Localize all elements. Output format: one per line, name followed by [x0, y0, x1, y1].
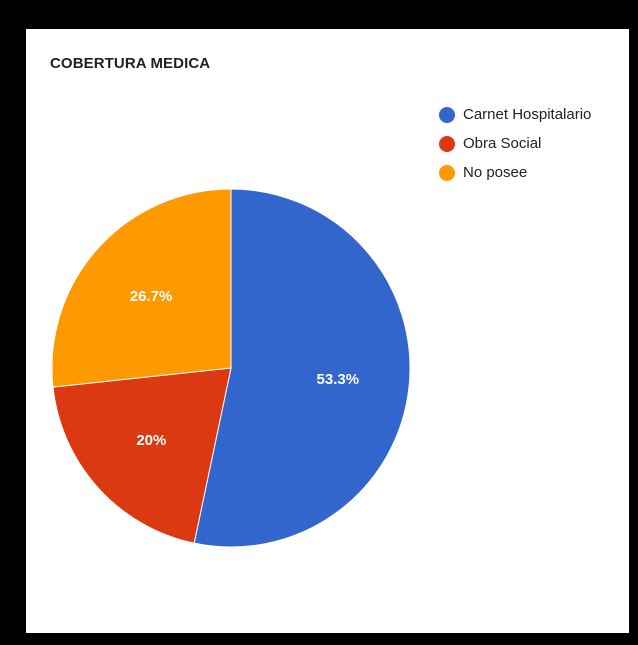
legend-swatch-icon	[439, 106, 455, 123]
legend-item-carnet-hospitalario[interactable]: Carnet Hospitalario	[439, 100, 591, 129]
legend-swatch-icon	[439, 135, 455, 152]
legend-item-no-posee[interactable]: No posee	[439, 158, 591, 187]
pie-slice-carnet-hospitalario[interactable]	[193, 188, 411, 548]
pie-slice-obra-social[interactable]	[52, 367, 232, 544]
pie-slice-label: 20%	[136, 432, 166, 449]
pie-slice-label: 53.3%	[317, 371, 360, 388]
legend-label: No posee	[463, 164, 528, 181]
chart-container: COBERTURA MEDICA 53.3% 20% 26.7% Carnet Ho…	[26, 29, 629, 633]
pie-slice-label: 26.7%	[130, 288, 173, 305]
legend-label: Carnet Hospitalario	[463, 106, 592, 123]
chart-title: COBERTURA MEDICA	[50, 55, 211, 72]
legend-item-obra-social[interactable]: Obra Social	[439, 129, 591, 158]
legend: Carnet Hospitalario Obra Social No posee	[439, 100, 591, 187]
pie-chart: 53.3% 20% 26.7%	[51, 188, 411, 548]
pie-slice-no-posee[interactable]	[51, 188, 232, 388]
legend-label: Obra Social	[463, 135, 542, 152]
legend-swatch-icon	[439, 164, 455, 181]
